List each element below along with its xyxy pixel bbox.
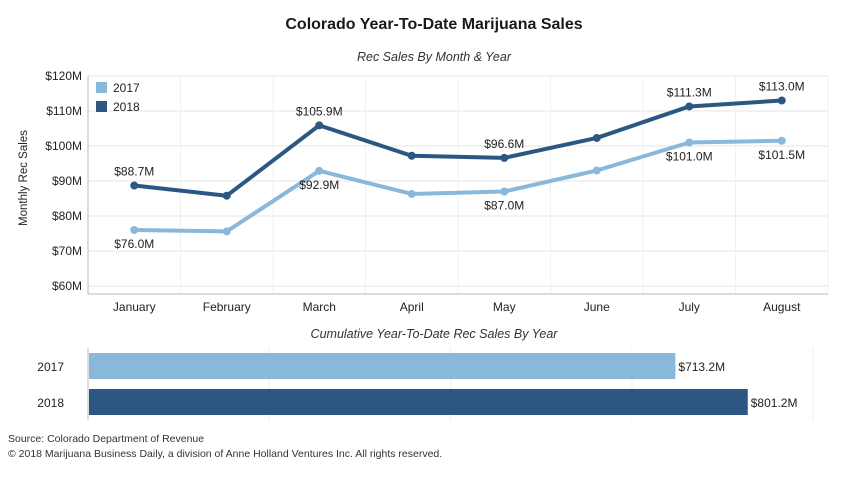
legend-label-2018: 2018 (113, 99, 140, 114)
y-tick-label: $120M (45, 69, 82, 83)
data-label-2017: $87.0M (484, 199, 524, 213)
x-tick-label: August (763, 300, 801, 314)
bar-2017 (89, 353, 676, 379)
data-label-2017: $101.0M (666, 150, 713, 164)
legend: 2017 2018 (96, 78, 140, 116)
bar-category-label: 2017 (37, 360, 64, 374)
legend-label-2017: 2017 (113, 80, 140, 95)
footer: Source: Colorado Department of Revenue ©… (8, 432, 442, 462)
legend-item-2018: 2018 (96, 97, 140, 116)
data-point-2018 (222, 191, 231, 200)
data-point-2018 (407, 151, 416, 160)
line-chart-subtitle: Rec Sales By Month & Year (356, 50, 512, 64)
bar-value-label: $801.2M (751, 396, 798, 410)
legend-item-2017: 2017 (96, 78, 140, 97)
x-tick-label: May (493, 300, 516, 314)
data-point-2017 (222, 227, 231, 236)
x-tick-label: July (679, 300, 700, 314)
data-point-2018 (315, 121, 324, 130)
data-point-2017 (500, 187, 509, 196)
data-label-2018: $113.0M (759, 80, 805, 94)
data-point-2017 (777, 136, 786, 145)
y-tick-label: $70M (52, 244, 82, 258)
y-tick-label: $80M (52, 209, 82, 223)
data-label-2018: $88.7M (114, 165, 154, 179)
x-tick-label: March (303, 300, 336, 314)
data-label-2017: $76.0M (114, 237, 154, 251)
y-tick-label: $60M (52, 279, 82, 293)
bar-2018 (89, 389, 748, 415)
data-point-2018 (592, 133, 601, 142)
copyright-note: © 2018 Marijuana Business Daily, a divis… (8, 448, 443, 460)
data-point-2017 (685, 138, 694, 147)
data-point-2018 (777, 96, 786, 105)
data-point-2017 (130, 226, 139, 234)
chart-title: Colorado Year-To-Date Marijuana Sales (285, 16, 583, 33)
data-point-2017 (315, 166, 324, 175)
x-tick-label: February (203, 300, 251, 314)
source-note: Source: Colorado Department of Revenue (8, 433, 205, 445)
data-point-2018 (130, 181, 139, 190)
y-tick-label: $90M (52, 174, 82, 188)
legend-swatch-2017 (96, 82, 107, 93)
series-line-2017 (134, 138, 782, 234)
data-point-2017 (407, 189, 416, 198)
bar-category-label: 2018 (37, 396, 64, 410)
x-tick-label: April (400, 300, 424, 314)
data-label-2018: $105.9M (296, 104, 343, 118)
y-tick-label: $110M (46, 104, 82, 118)
data-label-2018: $96.6M (484, 137, 524, 151)
data-label-2018: $111.3M (667, 85, 712, 99)
data-point-2017 (592, 166, 601, 175)
x-tick-label: June (584, 300, 610, 314)
x-tick-label: January (113, 300, 156, 314)
data-label-2017: $101.5M (758, 148, 805, 162)
data-point-2018 (685, 102, 694, 111)
data-label-2017: $92.9M (299, 178, 339, 192)
y-tick-label: $100M (45, 139, 82, 153)
bar-chart-title: Cumulative Year-To-Date Rec Sales By Yea… (310, 327, 558, 341)
data-point-2018 (500, 153, 509, 162)
series-line-2018 (134, 98, 782, 198)
bar-value-label: $713.2M (678, 360, 725, 374)
legend-swatch-2018 (96, 101, 107, 112)
